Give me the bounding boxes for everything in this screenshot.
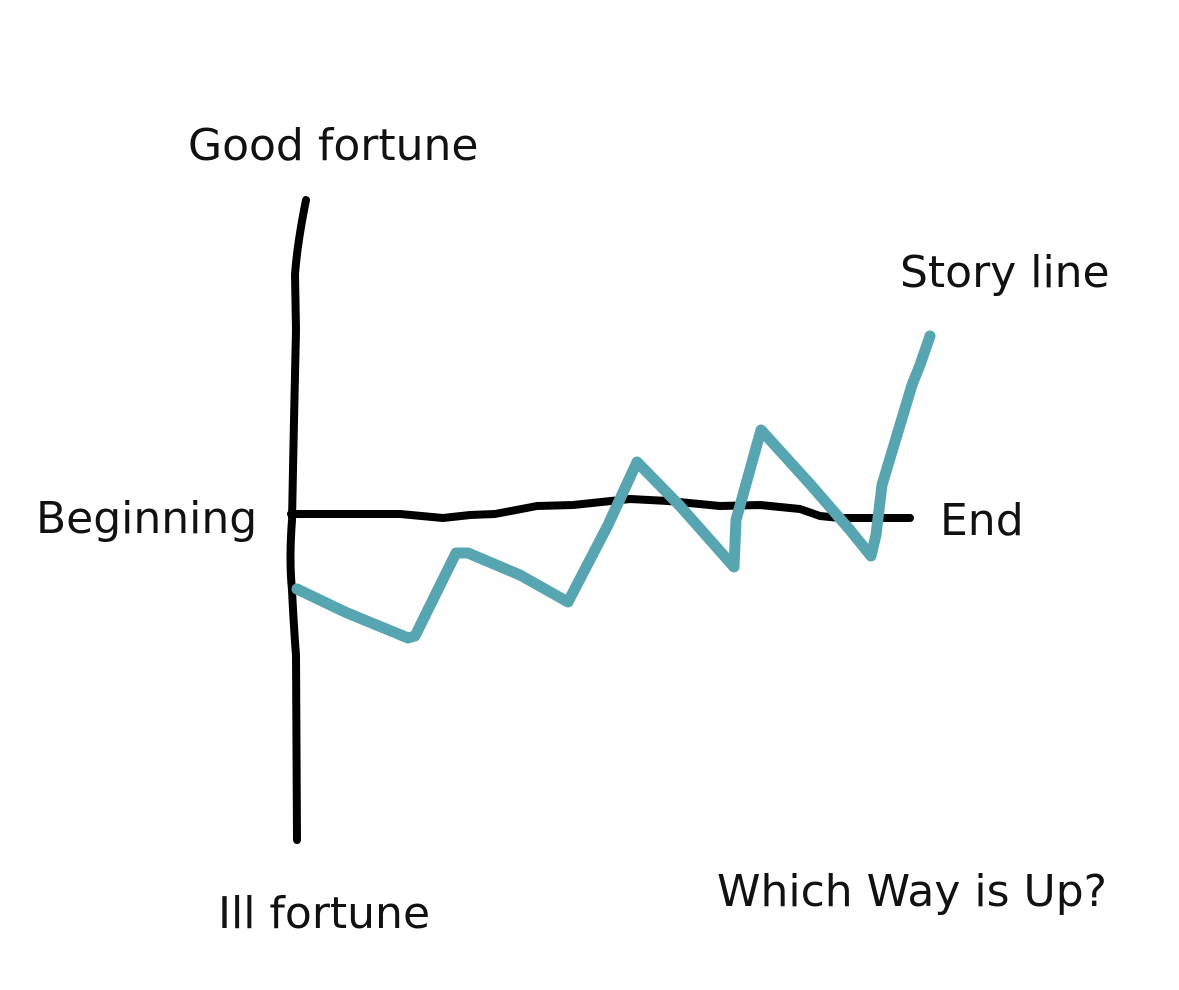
- ill-fortune-label: Ill fortune: [218, 888, 430, 939]
- caption: Which Way is Up?: [717, 866, 1107, 917]
- story-line-label: Story line: [900, 247, 1110, 298]
- fortune-axis: [286, 196, 310, 844]
- good-fortune-label: Good fortune: [188, 120, 478, 171]
- story-line: [291, 330, 936, 644]
- end-label: End: [940, 495, 1024, 546]
- beginning-label: Beginning: [36, 493, 257, 544]
- time-axis: [287, 495, 914, 522]
